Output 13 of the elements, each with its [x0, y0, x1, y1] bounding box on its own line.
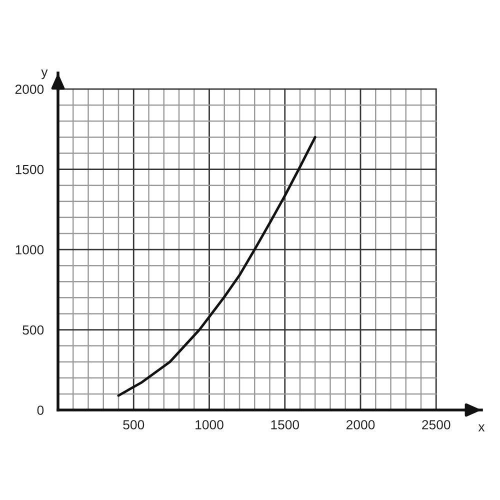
x-tick-label: 1500: [271, 420, 300, 430]
x-axis-title: x: [478, 424, 485, 432]
y-tick-label: 1500: [16, 164, 44, 174]
y-tick-label: 1000: [16, 245, 44, 254]
x-tick-label: 1000: [196, 420, 224, 430]
y-tick-label: 2000: [15, 84, 44, 94]
line-series: [117, 136, 316, 397]
y-tick-label: 0: [37, 406, 44, 415]
x-tick-label: 2500: [422, 420, 450, 430]
x-tick-label: 2000: [346, 420, 375, 430]
y-tick-label: 500: [22, 325, 44, 335]
x-tick-label: 500: [123, 420, 144, 430]
y-axis-title: y: [41, 69, 48, 80]
